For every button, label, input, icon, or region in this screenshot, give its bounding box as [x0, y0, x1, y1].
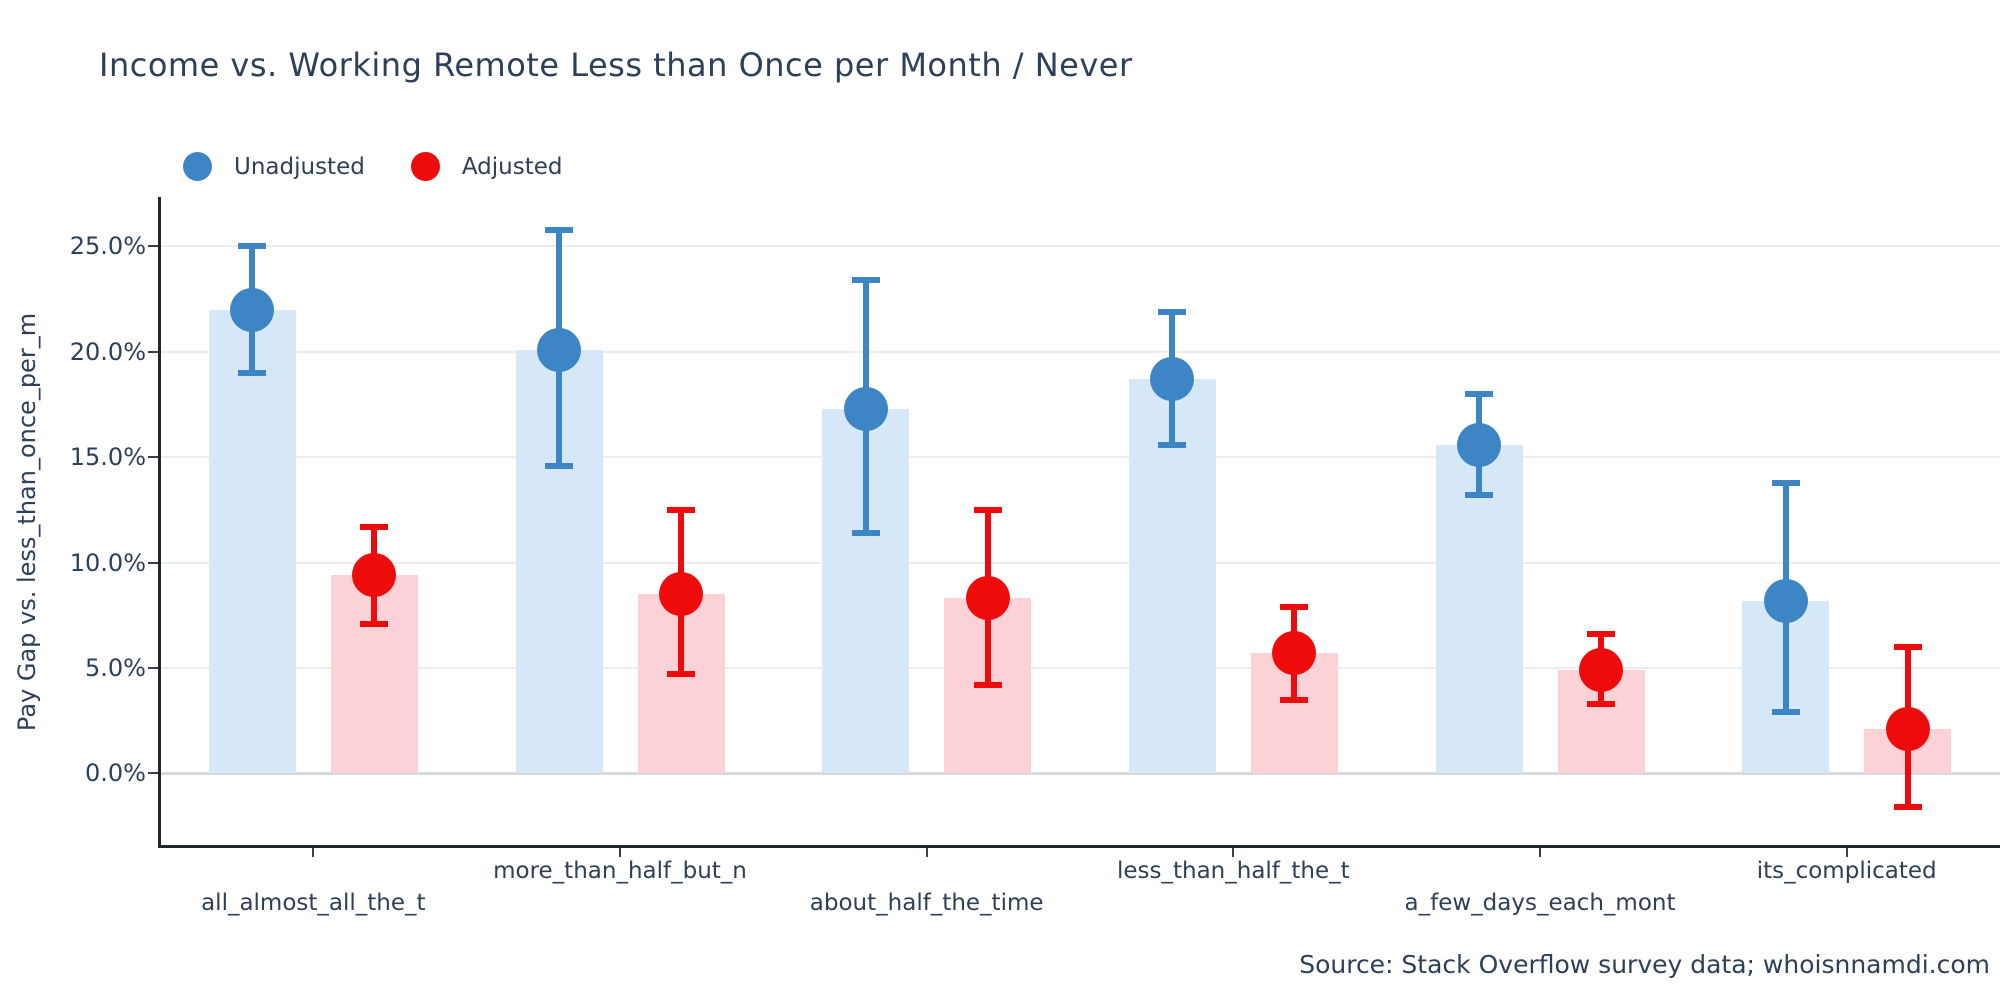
- errorbar-cap-low-unadjusted-3: [1158, 441, 1187, 448]
- legend-label-unadjusted: Unadjusted: [234, 153, 365, 180]
- point-adjusted-4: [1579, 648, 1623, 693]
- adjusted-marker-icon: [410, 152, 440, 181]
- x-tick-label-1: more_than_half_but_n: [493, 858, 747, 884]
- x-tick-0: [312, 845, 315, 857]
- errorbar-cap-high-adjusted-1: [667, 506, 695, 513]
- x-tick-label-4: a_few_days_each_mont: [1404, 890, 1676, 916]
- errorbar-cap-low-adjusted-3: [1280, 696, 1309, 703]
- errorbar-cap-low-adjusted-0: [360, 620, 389, 627]
- errorbar-cap-low-unadjusted-4: [1465, 492, 1493, 499]
- point-adjusted-1: [659, 572, 703, 617]
- errorbar-cap-high-unadjusted-0: [238, 243, 267, 250]
- errorbar-cap-low-unadjusted-5: [1771, 709, 1800, 716]
- legend-item-unadjusted[interactable]: Unadjusted: [183, 152, 365, 181]
- gridline-0: [160, 771, 2000, 775]
- errorbar-cap-low-adjusted-2: [973, 681, 1002, 688]
- y-tick-5: [148, 666, 160, 669]
- y-tick-label-15: 15.0%: [69, 443, 146, 472]
- chart-title: Income vs. Working Remote Less than Once…: [99, 46, 1133, 84]
- errorbar-cap-high-unadjusted-5: [1771, 479, 1800, 486]
- point-adjusted-5: [1885, 707, 1930, 752]
- point-unadjusted-1: [537, 327, 581, 372]
- y-axis-title: Pay Gap vs. less_than_once_per_m: [13, 312, 41, 732]
- y-tick-0: [148, 772, 160, 775]
- source-note: Source: Stack Overflow survey data; whoi…: [1299, 950, 1990, 979]
- x-tick-label-3: less_than_half_the_t: [1116, 858, 1350, 884]
- errorbar-cap-low-unadjusted-0: [238, 369, 267, 376]
- x-tick-label-0: all_almost_all_the_t: [201, 890, 426, 916]
- x-tick-1: [619, 845, 621, 857]
- gridline-5: [160, 666, 2000, 669]
- gridline-10: [160, 561, 2000, 564]
- legend-label-adjusted: Adjusted: [461, 153, 563, 180]
- errorbar-cap-high-adjusted-2: [973, 506, 1002, 513]
- point-adjusted-0: [352, 553, 397, 598]
- y-tick-label-25: 25.0%: [69, 232, 146, 261]
- x-tick-label-2: about_half_the_time: [809, 890, 1044, 916]
- y-tick-10: [148, 561, 160, 564]
- errorbar-cap-high-adjusted-5: [1893, 643, 1922, 650]
- legend-item-adjusted[interactable]: Adjusted: [410, 152, 563, 181]
- point-unadjusted-2: [843, 386, 888, 431]
- x-tick-label-5: its_complicated: [1756, 858, 1937, 884]
- y-tick-20: [148, 350, 160, 353]
- x-tick-3: [1232, 845, 1235, 857]
- legend: Unadjusted Adjusted: [183, 152, 590, 181]
- y-tick-label-20: 20.0%: [69, 337, 146, 366]
- gridline-20: [160, 350, 2000, 353]
- errorbar-cap-high-adjusted-3: [1280, 603, 1309, 610]
- bar-unadjusted-4: [1435, 444, 1523, 774]
- y-tick-label-5: 5.0%: [85, 653, 146, 682]
- y-tick-25: [148, 245, 160, 248]
- point-unadjusted-5: [1763, 578, 1808, 623]
- point-adjusted-2: [965, 576, 1010, 621]
- x-axis-line: [158, 845, 2000, 848]
- y-tick-label-0: 0.0%: [85, 759, 146, 788]
- errorbar-cap-low-unadjusted-2: [851, 530, 880, 537]
- point-unadjusted-0: [230, 287, 275, 332]
- errorbar-cap-low-unadjusted-1: [545, 462, 573, 469]
- errorbar-cap-high-unadjusted-3: [1158, 308, 1187, 315]
- point-unadjusted-4: [1457, 422, 1501, 467]
- errorbar-cap-low-adjusted-4: [1587, 700, 1615, 707]
- errorbar-cap-low-adjusted-1: [667, 671, 695, 678]
- errorbar-cap-high-unadjusted-1: [545, 226, 573, 233]
- point-adjusted-3: [1272, 631, 1317, 676]
- y-tick-15: [148, 456, 160, 459]
- gridline-25: [160, 245, 2000, 248]
- errorbar-cap-high-unadjusted-4: [1465, 390, 1493, 397]
- errorbar-cap-high-unadjusted-2: [851, 277, 880, 284]
- errorbar-cap-high-adjusted-0: [360, 523, 389, 530]
- bar-unadjusted-0: [208, 309, 296, 774]
- gridline-15: [160, 456, 2000, 459]
- point-unadjusted-3: [1150, 357, 1195, 402]
- y-axis-line: [158, 197, 161, 847]
- errorbar-cap-high-adjusted-4: [1587, 631, 1615, 638]
- errorbar-cap-low-adjusted-5: [1893, 804, 1922, 811]
- x-tick-2: [925, 845, 928, 857]
- x-tick-4: [1539, 845, 1541, 857]
- y-tick-label-10: 10.0%: [69, 548, 146, 577]
- x-tick-5: [1845, 845, 1848, 857]
- unadjusted-marker-icon: [183, 152, 212, 181]
